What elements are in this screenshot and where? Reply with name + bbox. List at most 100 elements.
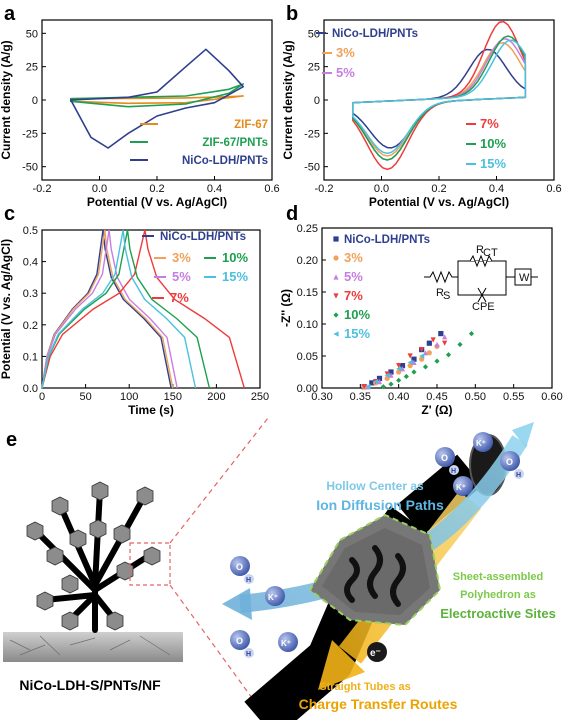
panel-c-legend-2: 10% — [222, 250, 248, 265]
panel-d-legend-2: 5% — [344, 269, 363, 284]
circuit-rct-label: R — [476, 244, 484, 256]
panel-d-point-0-8 — [438, 331, 444, 337]
panel-b-ylabel: Current density (A/g) — [281, 40, 295, 159]
panel-d-point-4-6 — [434, 358, 440, 364]
panel-d-legend-marker-0 — [333, 236, 339, 242]
sheet-line3: Electroactive Sites — [440, 606, 556, 621]
zoom-box — [129, 542, 171, 586]
hollow-center-line2: Ion Diffusion Paths — [316, 497, 444, 513]
panel-c-legend-0: NiCo-LDH/PNTs — [160, 231, 246, 243]
panel-d-point-5-2 — [384, 372, 390, 378]
panel-d-legend-marker-4 — [333, 312, 339, 318]
panel-a-xlabel: Potential (V vs. Ag/AgCl) — [87, 195, 227, 209]
panel-a-xtick-label: 0.2 — [149, 183, 164, 195]
panel-c-series-5- — [41, 229, 178, 389]
circuit-cpe-label: CPE — [472, 301, 495, 313]
sheet-line1: Sheet-assembled — [453, 571, 543, 583]
panel-d-ylabel: -Z'' (Ω) — [279, 289, 293, 327]
svg-text:e⁻: e⁻ — [370, 648, 381, 659]
svg-text:O: O — [441, 453, 448, 463]
svg-text:O: O — [506, 457, 513, 467]
svg-text:O: O — [236, 636, 243, 646]
panel-d-point-5-4 — [407, 359, 413, 365]
panel-c-legend-5: 7% — [170, 290, 189, 305]
circuit-rs — [424, 270, 458, 284]
panel-d-point-3-5 — [419, 347, 425, 353]
panel-d-point-5-0 — [365, 384, 371, 390]
panel-e-label: e — [6, 429, 17, 451]
panel-d-ytick-label: 0.00 — [297, 383, 318, 395]
panel-e: e — [3, 417, 556, 720]
panel-b-xlabel: Potential (V vs. Ag/AgCl) — [369, 195, 509, 209]
electron: e⁻ — [367, 642, 387, 662]
panel-a-xtick-label: 0.4 — [207, 183, 222, 195]
panel-d-point-4-1 — [388, 381, 394, 387]
panel-c-legend-4: 15% — [222, 269, 248, 284]
panel-d-point-2-6 — [434, 341, 440, 348]
panel-a-legend-0: ZIF-67 — [234, 119, 268, 131]
panel-a-series-zif-67-pnts — [70, 83, 244, 108]
panel-c-ytick-label: 0.3 — [23, 288, 38, 300]
svg-text:K⁺: K⁺ — [281, 639, 291, 648]
panel-d-point-4-0 — [380, 384, 386, 390]
panel-d-point-5-1 — [373, 379, 379, 385]
svg-text:K⁺: K⁺ — [456, 483, 466, 492]
panel-b-ytick-label: -50 — [304, 162, 320, 174]
panel-a: -0.2 0.0 0.2 0.4 0.6 -50 -25 0 25 50 Potential (V … — [0, 3, 280, 209]
circuit-cpe — [477, 287, 487, 303]
panel-b-plot-frame — [323, 19, 555, 181]
circuit-rs-sub: S — [443, 290, 450, 302]
panel-a-ytick-label: 0 — [32, 95, 38, 107]
panel-b-ytick-label: 25 — [308, 62, 320, 74]
panel-d-legend-1: 3% — [344, 250, 363, 265]
panel-a-xtick-label: -0.2 — [33, 183, 52, 195]
panel-a-xtick-label: 0.0 — [92, 183, 107, 195]
tube-line1: Straight Tubes as — [319, 681, 410, 693]
panel-c-ytick-label: 0.5 — [23, 225, 38, 237]
substrate-texture — [9, 635, 171, 656]
panel-d-point-3-4 — [407, 353, 413, 359]
panel-d-xtick-label: 0.50 — [465, 391, 486, 403]
panel-c-ytick-label: 0.2 — [23, 320, 38, 332]
ion-k-4: K⁺ — [278, 632, 298, 652]
ion-oh-2: O H — [500, 451, 524, 479]
panel-d-point-5-3 — [396, 366, 402, 372]
panel-b-legend-0: NiCo-LDH/PNTs — [332, 28, 418, 40]
panel-a-series-zif-67 — [70, 95, 244, 105]
panel-d-point-4-7 — [445, 352, 452, 358]
panel-d-legend-marker-2 — [333, 274, 339, 280]
panel-d-point-5-5 — [419, 353, 425, 359]
circuit-w-label: W — [519, 272, 530, 284]
schematic-caption: NiCo-LDH-S/PNTs/NF — [19, 677, 161, 693]
panel-c: 0 50 100 150 200 250 0.0 0.1 0.2 0.3 0.4 0.5 Time (s… — [0, 203, 269, 417]
panel-b-legend-3: 7% — [480, 116, 499, 131]
panel-c-xtick-label: 200 — [207, 391, 225, 403]
panel-a-xtick-label: 0.6 — [264, 183, 279, 195]
panel-d-legend-0: NiCo-LDH/PNTs — [344, 234, 430, 246]
sheet-line2: Polyhedron as — [460, 589, 536, 601]
panel-d-ytick-label: 0.15 — [297, 287, 318, 299]
panel-c-ytick-label: 0.1 — [23, 351, 38, 363]
panel-d: 0.30 0.35 0.40 0.45 0.50 0.55 0.60 0.00 0.05 0.10… — [279, 203, 563, 417]
panel-c-xtick-label: 250 — [251, 391, 269, 403]
panel-d-xtick-label: 0.60 — [541, 391, 562, 403]
panel-d-ytick-label: 0.05 — [297, 351, 318, 363]
panel-b-xtick-label: 0.4 — [489, 183, 504, 195]
panel-c-xtick-label: 100 — [120, 391, 138, 403]
panel-c-xtick-label: 50 — [79, 391, 91, 403]
panel-c-xtick-label: 150 — [164, 391, 182, 403]
ion-arrowhead-top — [512, 422, 534, 448]
panel-d-point-0-1 — [369, 380, 375, 386]
zoom-line-top — [169, 417, 269, 544]
panel-a-ylabel: Current density (A/g) — [0, 40, 13, 159]
panel-d-xtick-label: 0.30 — [311, 391, 332, 403]
panel-d-point-0-2 — [376, 375, 383, 381]
panel-d-point-4-2 — [396, 377, 402, 383]
panel-d-point-3-0 — [361, 384, 367, 390]
panel-c-ytick-label: 0.4 — [23, 257, 38, 269]
charge-arrowhead — [318, 640, 365, 690]
panel-d-label: d — [286, 203, 298, 225]
panel-d-xtick-label: 0.45 — [426, 391, 447, 403]
